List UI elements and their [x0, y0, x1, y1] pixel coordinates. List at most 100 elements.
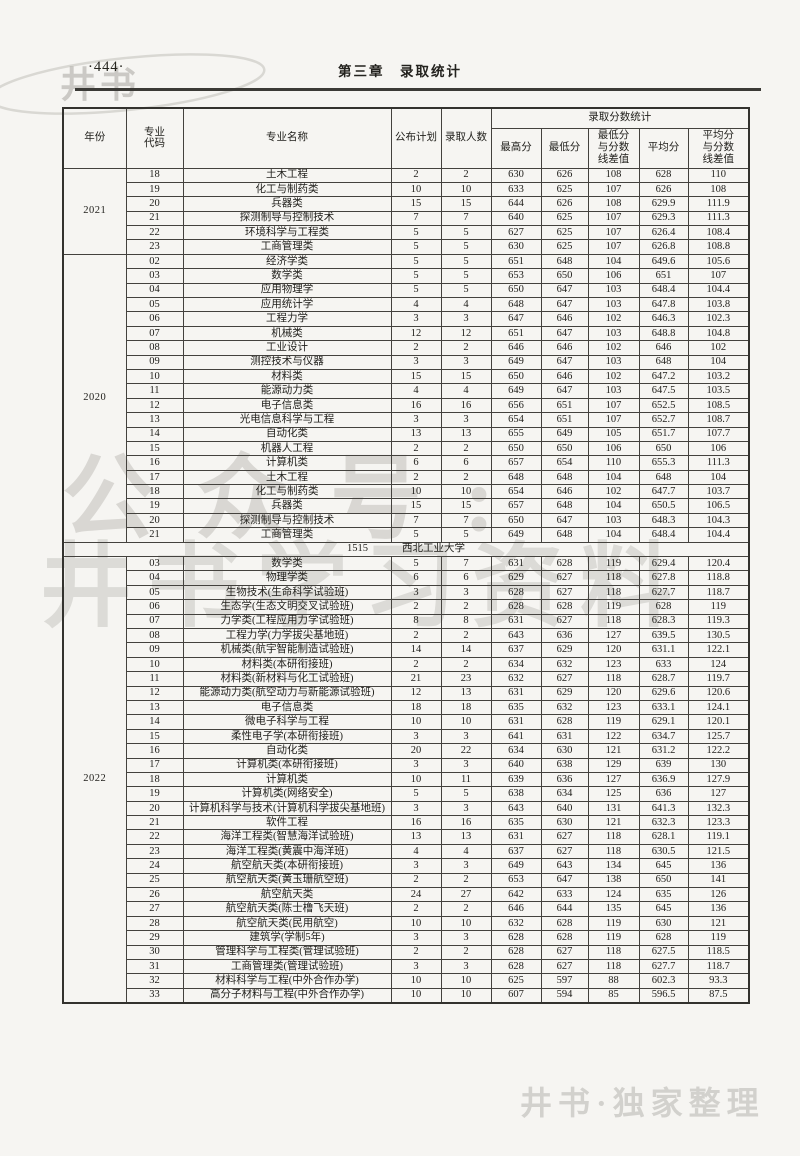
major-name-cell: 柔性电子学(本研衔接班) [182, 728, 392, 745]
avg-diff-cell: 122.2 [687, 743, 750, 759]
major-code-cell: 31 [125, 958, 184, 975]
major-code-cell: 12 [125, 397, 184, 414]
min-diff-cell: 123 [587, 699, 640, 716]
admitted-cell: 27 [440, 887, 492, 903]
major-code-cell: 33 [125, 987, 184, 1004]
major-code-cell: 30 [125, 944, 184, 960]
major-name-cell: 航空航天类(民用航空) [182, 915, 392, 932]
min-score-cell: 647 [540, 872, 589, 889]
table-row: 14 自动化类 13 13 655 649 105 651.7 107.7 [63, 426, 750, 442]
max-score-cell: 625 [490, 973, 542, 989]
min-diff-cell: 88 [587, 973, 640, 989]
header-min-diff: 最低分 与分数 线差值 [587, 127, 640, 169]
avg-score-cell: 648.8 [638, 325, 689, 342]
major-name-cell: 应用统计学 [182, 297, 392, 313]
min-score-cell: 648 [540, 527, 589, 543]
table-row: 28 航空航天类(民用航空) 10 10 632 628 119 630 121 [63, 915, 750, 932]
plan-cell: 10 [390, 973, 442, 989]
major-name-cell: 电子信息类 [182, 699, 392, 716]
plan-cell: 20 [390, 743, 442, 759]
plan-cell: 15 [390, 498, 442, 514]
table-row: 31 工商管理类(管理试验班) 3 3 628 627 118 627.7 118.7 [63, 958, 750, 975]
table-row: 32 材料科学与工程(中外合作办学) 10 10 625 597 88 602.3 93.3 [63, 973, 750, 989]
major-name-cell: 自动化类 [182, 426, 392, 442]
min-diff-cell: 123 [587, 656, 640, 673]
table-row: 22 环境科学与工程类 5 5 627 625 107 626.4 108.4 [63, 225, 750, 241]
min-diff-cell: 102 [587, 484, 640, 500]
major-code-cell: 17 [125, 757, 184, 773]
min-diff-cell: 118 [587, 671, 640, 687]
admitted-cell: 4 [440, 297, 492, 313]
max-score-cell: 638 [490, 786, 542, 802]
major-code-cell: 25 [125, 872, 184, 889]
avg-score-cell: 650.5 [638, 498, 689, 514]
min-score-cell: 654 [540, 455, 589, 471]
min-diff-cell: 107 [587, 210, 640, 227]
admitted-cell: 2 [440, 656, 492, 673]
avg-score-cell: 648.4 [638, 282, 689, 299]
table-row: 10 材料类 15 15 650 646 102 647.2 103.2 [63, 368, 750, 385]
plan-cell: 2 [390, 440, 442, 457]
avg-diff-cell: 119.1 [687, 829, 750, 845]
admitted-cell: 3 [440, 800, 492, 817]
max-score-cell: 653 [490, 872, 542, 889]
min-score-cell: 627 [540, 958, 589, 975]
major-code-cell: 21 [125, 527, 184, 543]
max-score-cell: 651 [490, 253, 542, 270]
major-name-cell: 测控技术与仪器 [182, 354, 392, 370]
min-score-cell: 628 [540, 915, 589, 932]
min-score-cell: 649 [540, 426, 589, 442]
avg-diff-cell: 104 [687, 469, 750, 486]
table-row: 25 航空航天类(黄玉珊航空班) 2 2 653 647 138 650 141 [63, 872, 750, 889]
major-name-cell: 工商管理类 [182, 239, 392, 255]
max-score-cell: 639 [490, 771, 542, 788]
table-row: 06 工程力学 3 3 647 646 102 646.3 102.3 [63, 311, 750, 327]
admitted-cell: 3 [440, 584, 492, 601]
admitted-cell: 10 [440, 714, 492, 730]
avg-score-cell: 630.5 [638, 843, 689, 860]
plan-cell: 3 [390, 958, 442, 975]
min-score-cell: 647 [540, 354, 589, 370]
min-score-cell: 627 [540, 843, 589, 860]
major-code-cell: 09 [125, 642, 184, 658]
min-score-cell: 640 [540, 800, 589, 817]
avg-score-cell: 650 [638, 440, 689, 457]
header-avg-score: 平均分 [638, 127, 689, 169]
min-diff-cell: 104 [587, 498, 640, 514]
major-code-cell: 12 [125, 685, 184, 701]
header-min-score: 最低分 [540, 127, 589, 169]
min-score-cell: 643 [540, 858, 589, 874]
avg-diff-cell: 124.1 [687, 699, 750, 716]
min-diff-cell: 118 [587, 584, 640, 601]
max-score-cell: 628 [490, 584, 542, 601]
table-row: 06 生态学(生态文明交叉试验班) 2 2 628 628 119 628 119 [63, 599, 750, 615]
major-code-cell: 18 [125, 484, 184, 500]
avg-score-cell: 651 [638, 268, 689, 284]
avg-score-cell: 629.4 [638, 556, 689, 572]
avg-diff-cell: 119 [687, 930, 750, 946]
table-row: 17 土木工程 2 2 648 648 104 648 104 [63, 469, 750, 486]
avg-score-cell: 645 [638, 901, 689, 917]
table-row: 09 测控技术与仪器 3 3 649 647 103 648 104 [63, 354, 750, 370]
max-score-cell: 632 [490, 915, 542, 932]
plan-cell: 10 [390, 771, 442, 788]
major-name-cell: 工程力学 [182, 311, 392, 327]
major-name-cell: 航空航天类(本研衔接班) [182, 858, 392, 874]
table-row: 16 计算机类 6 6 657 654 110 655.3 111.3 [63, 455, 750, 471]
min-diff-cell: 119 [587, 930, 640, 946]
admitted-cell: 10 [440, 973, 492, 989]
avg-diff-cell: 108 [687, 181, 750, 198]
min-diff-cell: 102 [587, 340, 640, 356]
admitted-cell: 2 [440, 440, 492, 457]
major-name-cell: 工程力学(力学拔尖基地班) [182, 627, 392, 644]
min-diff-cell: 118 [587, 843, 640, 860]
plan-cell: 5 [390, 268, 442, 284]
table-row: 15 机器人工程 2 2 650 650 106 650 106 [63, 440, 750, 457]
table-row: 20 计算机科学与技术(计算机科学拔尖基地班) 3 3 643 640 131 641.3 13… [63, 800, 750, 817]
max-score-cell: 631 [490, 685, 542, 701]
major-name-cell: 经济学类 [182, 253, 392, 270]
avg-score-cell: 627.5 [638, 944, 689, 960]
min-diff-cell: 104 [587, 253, 640, 270]
major-name-cell: 航空航天类 [182, 887, 392, 903]
admitted-cell: 3 [440, 354, 492, 370]
